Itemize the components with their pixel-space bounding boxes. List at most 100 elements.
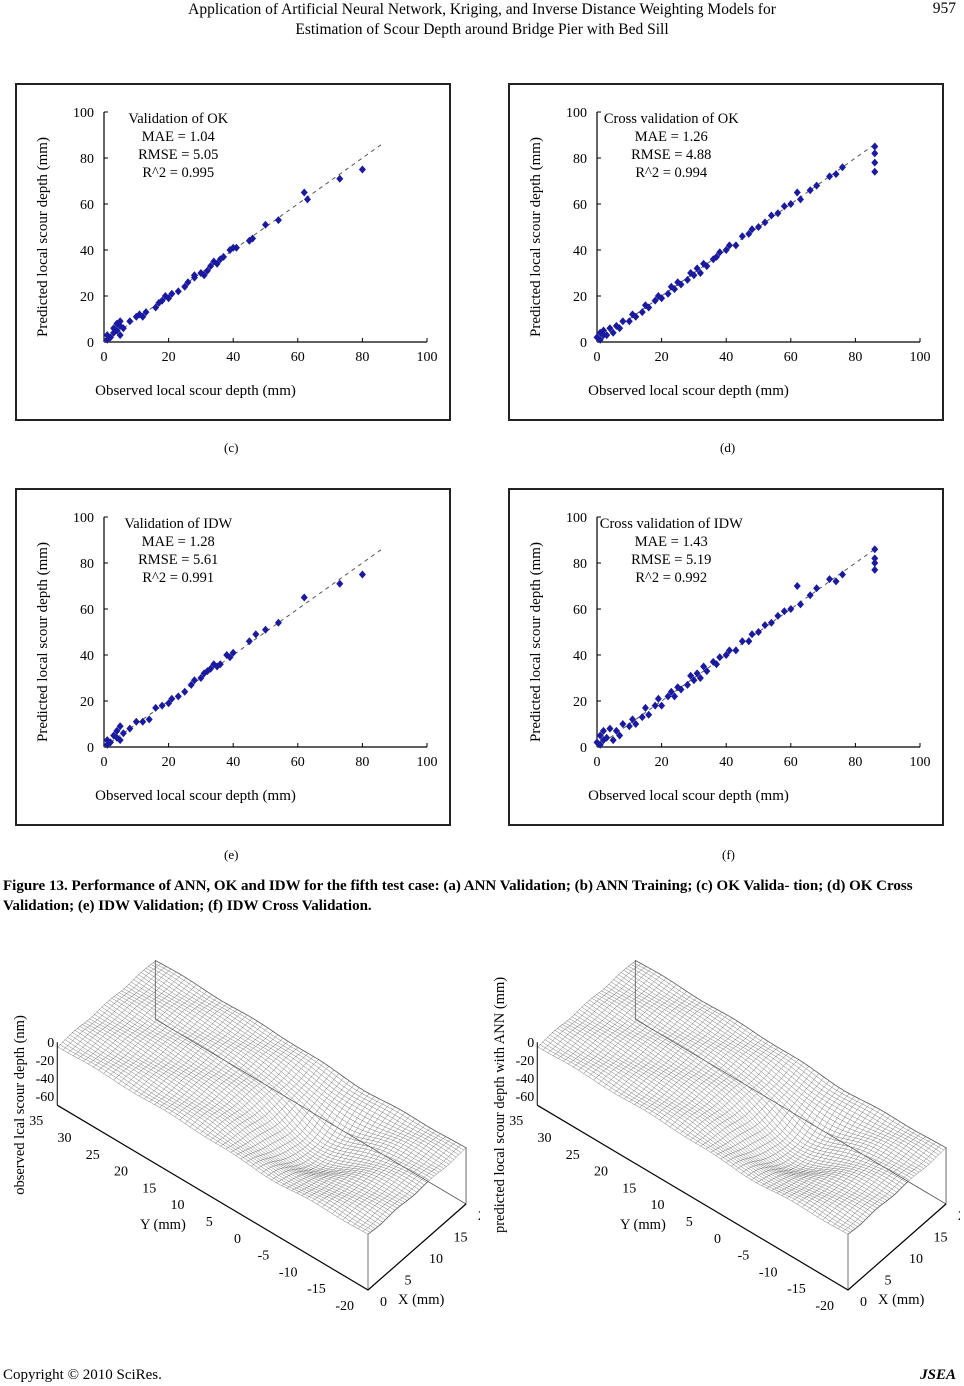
mesh-line [583,1004,895,1195]
data-point [629,310,637,319]
mesh-line [133,1006,233,1094]
data-point [793,582,801,590]
mesh-line [115,994,427,1183]
mesh-line [552,968,652,1056]
y-tick-label: 30 [538,1131,552,1146]
mesh-line [812,1127,911,1214]
mesh-line [837,1141,936,1229]
data-point [181,687,189,696]
data-point [813,584,821,593]
trendline [103,548,383,748]
stats-annotation: RMSE = 4.88 [631,147,711,163]
mesh-line [101,1006,413,1197]
z-axis-label: predicted local scour depth with ANN (mm… [492,977,508,1233]
x-tick-label: 0 [380,1295,387,1310]
data-point [596,740,604,749]
data-point [203,266,211,275]
mesh-line [123,988,435,1177]
y-tick-label: 100 [73,106,94,121]
x-tick-label: 20 [958,1209,960,1224]
stats-annotation: RMSE = 5.19 [631,552,711,568]
mesh-line [271,1093,370,1180]
x-tick-label: 5 [405,1274,412,1289]
data-point [832,577,840,586]
mesh-line [576,1011,888,1201]
data-point [203,667,211,676]
mesh-line [669,1041,769,1128]
mesh-line [659,1034,759,1121]
z-tick-label: 0 [527,1036,534,1051]
mesh-line [64,1039,376,1229]
surface-plot-ann: -20 -15 -10 -5 0 5 10 15 20 25 30 35 0 5 10 15 20 0 -20 -40… [480,950,964,1320]
stats-annotation: Validation of OK [128,111,228,127]
data-point [745,229,753,238]
mesh-line [578,1009,890,1199]
z-tick-label: 0 [47,1036,54,1051]
mesh-line [57,1046,369,1235]
x-axis [847,1203,947,1291]
mesh-line [761,1098,860,1186]
mesh-line [317,1118,416,1205]
data-point [609,736,617,745]
mesh-line [598,997,697,1084]
stats-annotation: Validation of IDW [124,516,232,532]
x-tick-label: 0 [594,350,601,365]
mesh-line [240,1073,340,1160]
mesh-line [541,1041,854,1231]
y-tick-label: 20 [80,290,94,305]
data-point [738,637,746,646]
mesh-line [306,1112,406,1199]
mesh-line [625,967,937,1158]
mesh-line [822,1133,921,1221]
data-point [184,278,192,287]
mesh-line [155,960,467,1149]
x-tick-label: 60 [291,755,305,770]
data-point [796,600,804,609]
mesh-line [128,983,440,1173]
data-point [119,324,127,333]
mesh-line [281,1098,380,1186]
y-tick-label: 60 [573,198,587,213]
data-point [713,252,721,261]
data-point [632,720,640,728]
mesh-line [205,1050,304,1138]
mesh-line [86,1020,398,1209]
y-axis-label: Predicted local scour depth (mm) [35,542,51,742]
surface-mesh [537,960,947,1235]
footer-journal: JSEA [920,1367,956,1383]
mesh-line [766,1101,865,1189]
mesh-line [664,1037,764,1124]
y-tick-label: 80 [80,557,94,572]
data-point [358,165,366,174]
data-point [158,701,166,710]
x-tick-label: 80 [355,755,369,770]
data-point [616,324,624,333]
mesh-line [781,1109,881,1196]
data-point [645,303,653,312]
data-point [641,301,649,310]
y-tick-label: -15 [787,1282,806,1297]
mesh-line [194,1044,294,1131]
mesh-line [547,966,647,1054]
mesh-line [59,1044,371,1233]
data-point [358,570,366,579]
mesh-line [568,1018,881,1207]
mesh-line [832,1139,931,1227]
data-point [690,676,698,685]
footer-copyright: Copyright © 2010 SciRes. [3,1367,162,1383]
x-tick-label: 20 [655,350,669,365]
mesh-line [91,1016,403,1205]
z-tick-label: -60 [36,1090,55,1105]
y-tick-label: 15 [142,1181,156,1196]
mesh-line [137,974,450,1165]
mesh-line [210,1053,309,1141]
mesh-line [108,999,420,1191]
data-point [683,680,691,689]
data-point [207,664,215,673]
chart-e: 0 20 40 60 80 100 0 20 40 60 80 100 Validation of ID… [15,488,451,826]
y-tick-label: 10 [651,1198,665,1213]
z-tick-label: -20 [516,1054,535,1069]
y-axis-label: Predicted local scour depth (mm) [528,137,544,337]
data-point [619,317,627,326]
